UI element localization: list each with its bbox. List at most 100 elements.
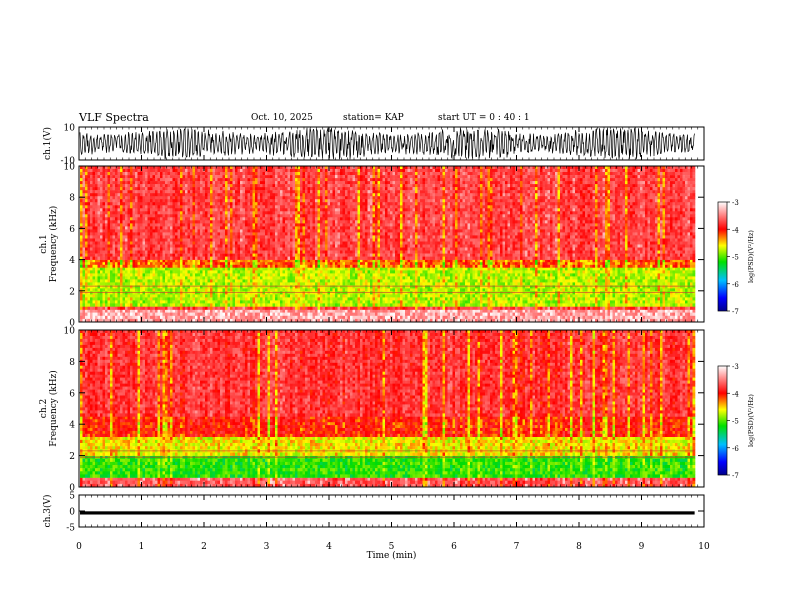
ch1-spectrogram-cell — [680, 316, 683, 319]
ch1-spectrogram-cell — [643, 306, 646, 309]
ch1-spectrogram-cell — [443, 306, 446, 309]
ch1-spectrogram-cell — [120, 313, 123, 316]
ch1-spectrogram-cell — [598, 310, 601, 313]
ch1-spectrogram-cell — [320, 316, 323, 319]
ch1-spectrogram-cell — [345, 313, 348, 316]
ch1-spectrogram-cell — [398, 306, 401, 309]
ch1-spectrogram-cell — [490, 310, 493, 313]
ch1-spectrogram-cell — [438, 313, 441, 316]
ch1-spectrogram-cell — [555, 310, 558, 313]
ch1-spectrogram-cell — [678, 306, 681, 309]
ch1-spectrogram-cell — [135, 267, 138, 270]
ch1-spectrogram-cell — [413, 310, 416, 313]
ch1-spectrogram-cell — [353, 316, 356, 319]
ch1-spectrogram-cell — [245, 310, 248, 313]
ch1-spectrogram-cell — [83, 310, 86, 313]
ch1-spectrogram-cell — [133, 267, 136, 270]
ch1-spectrogram-cell — [690, 310, 693, 313]
ch1-spectrogram-cell — [693, 306, 696, 309]
ch1-spectrogram-cell — [150, 276, 153, 279]
ch1-spectrogram-cell — [513, 313, 516, 316]
ch1-spectrogram-cell — [533, 313, 536, 316]
ch1-spectrogram-cell — [123, 270, 126, 273]
ch1-spectrogram-cell — [323, 316, 326, 319]
ch1-spectrogram-cell — [595, 316, 598, 319]
ch1-spectrogram-cell — [105, 276, 108, 279]
ch1-spectrogram-cell — [465, 306, 468, 309]
ch1-spectrogram-cell — [188, 306, 191, 309]
ch1-spectrogram-cell — [130, 310, 133, 313]
ch1-spectrogram-cell — [140, 297, 143, 300]
ch1-spectrogram-cell — [128, 316, 131, 319]
ch1-spectrogram-cell — [85, 282, 88, 285]
ch1-spectrogram-cell — [623, 306, 626, 309]
ch1-spectrogram-cell — [140, 294, 143, 297]
ch1-spectrogram-cell — [168, 306, 171, 309]
ch1-spectrogram-cell — [348, 306, 351, 309]
ch1-spectrogram-cell — [303, 313, 306, 316]
ch1-spectrogram-cell — [148, 270, 151, 273]
ch1-spectrogram-cell — [115, 267, 118, 270]
ch1-spectrogram-cell — [120, 282, 123, 285]
ch1-spectrogram-cell — [103, 310, 106, 313]
ch1-spectrogram-cell — [215, 316, 218, 319]
ch1-spectrogram-cell — [133, 273, 136, 276]
ch1-spectrogram-cell — [213, 316, 216, 319]
ch1-spectrogram-cell — [90, 291, 93, 294]
ch1-spectrogram-cell — [153, 297, 156, 300]
ch1-spectrogram-cell — [478, 316, 481, 319]
ch1-spectrogram-cell — [128, 294, 131, 297]
ch1-spectrogram-cell — [590, 313, 593, 316]
ch1-spectrogram-cell — [660, 313, 663, 316]
ch1-spectrogram-cells — [80, 166, 695, 322]
ch1-spectrogram-cell — [673, 310, 676, 313]
ch1-spectrogram-cell — [88, 297, 91, 300]
ch1-spectrogram-cell — [160, 294, 163, 297]
ch1-spectrogram-cell — [175, 306, 178, 309]
ch1-spectrogram-cell — [663, 316, 666, 319]
ch1-spectrogram-cell — [440, 313, 443, 316]
ch1-spectrogram-cell — [365, 313, 368, 316]
ch1-spectrogram-cell — [510, 310, 513, 313]
ch1-spectrogram-cell — [235, 316, 238, 319]
ch1-spectrogram-cell — [683, 316, 686, 319]
ch1-spectrogram-cell — [110, 313, 113, 316]
ch1-spectrogram-cell — [503, 316, 506, 319]
ch1-spectrogram-cell — [83, 291, 86, 294]
ch1-spectrogram-cell — [310, 310, 313, 313]
ch1-spectrogram-cell — [178, 306, 181, 309]
ch1-spectrogram-cell — [160, 267, 163, 270]
ch1-spectrogram-cell — [650, 310, 653, 313]
ch1-spectrogram-cell — [275, 310, 278, 313]
ch1-spectrogram-cell — [118, 282, 121, 285]
ch1-spectrogram-cell — [500, 316, 503, 319]
ch1-spectrogram-cell — [335, 306, 338, 309]
ch1-spectrogram-cell — [278, 316, 281, 319]
ch1-spectrogram-cell — [130, 294, 133, 297]
ch1-spectrogram-cell — [390, 310, 393, 313]
ch1-spectrogram-cell — [143, 276, 146, 279]
ch1-spectrogram-cell — [668, 316, 671, 319]
ch1-spectrogram-cell — [430, 313, 433, 316]
ch1-spectrogram-cell — [158, 282, 161, 285]
ch1-spectrogram-cell — [385, 316, 388, 319]
ch1-spectrogram-cell — [175, 313, 178, 316]
ch1-spectrogram-cell — [273, 306, 276, 309]
ch1-spectrogram-cell — [85, 294, 88, 297]
ch1-spectrogram-cell — [343, 316, 346, 319]
ch1-spectrogram-cell — [145, 297, 148, 300]
ch1-spectrogram-cell — [553, 306, 556, 309]
ch1-spectrogram-cell — [85, 270, 88, 273]
ch1-spectrogram-cell — [240, 306, 243, 309]
ch1-spectrogram-cell — [248, 313, 251, 316]
ch1-spectrogram-cell — [90, 300, 93, 303]
ch1-spectrogram-cell — [110, 294, 113, 297]
ch1-spectrogram-cell — [115, 303, 118, 306]
ch1-spectrogram-cell — [95, 282, 98, 285]
ch1-spectrogram-cell — [685, 306, 688, 309]
ch1-spectrogram-cell — [238, 310, 241, 313]
ch1-spectrogram-cell — [228, 316, 231, 319]
ch1-spectrogram-cell — [128, 270, 131, 273]
ch1-spectrogram-cell — [185, 310, 188, 313]
ch1-spectrogram-cell — [688, 313, 691, 316]
